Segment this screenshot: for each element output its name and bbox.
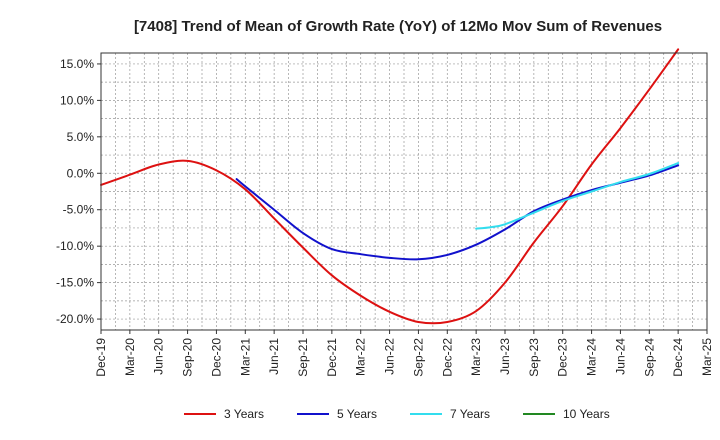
legend: 3 Years 5 Years 7 Years 10 Years bbox=[184, 407, 610, 421]
series-line-7-years bbox=[475, 162, 680, 230]
x-tick-label: Mar-24 bbox=[585, 338, 599, 376]
legend-label-7-years: 7 Years bbox=[450, 407, 490, 421]
x-tick-label: Dec-21 bbox=[325, 338, 339, 377]
x-tick-label: Mar-20 bbox=[123, 338, 137, 376]
legend-label-5-years: 5 Years bbox=[337, 407, 377, 421]
grid bbox=[100, 53, 708, 330]
legend-label-3-years: 3 Years bbox=[224, 407, 264, 421]
y-tick-label: 0.0% bbox=[67, 166, 95, 180]
x-axis: Dec-19 Mar-20 Jun-20 Sep-20 Dec-20 Mar-21 Jun-… bbox=[94, 330, 714, 377]
y-tick-label: 5.0% bbox=[67, 130, 95, 144]
x-tick-label: Dec-19 bbox=[94, 338, 108, 377]
series-lines bbox=[100, 48, 680, 325]
y-tick-label: -5.0% bbox=[63, 203, 95, 217]
x-tick-label: Mar-23 bbox=[469, 338, 483, 376]
legend-label-10-years: 10 Years bbox=[563, 407, 610, 421]
series-line-3-years bbox=[100, 48, 680, 325]
x-tick-label: Sep-24 bbox=[642, 338, 656, 377]
y-axis: 15.0% 10.0% 5.0% 0.0% -5.0% -10.0% -15.0% -20.0… bbox=[56, 57, 101, 326]
x-tick-label: Dec-20 bbox=[209, 338, 223, 377]
x-tick-label: Jun-23 bbox=[498, 338, 512, 375]
y-tick-label: -20.0% bbox=[56, 312, 94, 326]
y-tick-label: 15.0% bbox=[60, 57, 94, 71]
x-tick-label: Sep-21 bbox=[296, 338, 310, 377]
x-tick-label: Mar-25 bbox=[700, 338, 714, 376]
x-tick-label: Jun-24 bbox=[613, 338, 627, 375]
x-tick-label: Sep-22 bbox=[411, 338, 425, 377]
x-tick-label: Sep-23 bbox=[527, 338, 541, 377]
y-tick-label: -15.0% bbox=[56, 276, 94, 290]
x-tick-label: Dec-24 bbox=[671, 338, 685, 377]
x-tick-label: Jun-20 bbox=[152, 338, 166, 375]
chart-title: [7408] Trend of Mean of Growth Rate (YoY… bbox=[134, 18, 662, 35]
x-tick-label: Jun-22 bbox=[383, 338, 397, 375]
y-tick-label: 10.0% bbox=[60, 93, 94, 107]
x-tick-label: Sep-20 bbox=[181, 338, 195, 377]
x-tick-label: Mar-22 bbox=[354, 338, 368, 376]
x-tick-label: Mar-21 bbox=[238, 338, 252, 376]
x-tick-label: Dec-22 bbox=[440, 338, 454, 377]
plot-frame bbox=[100, 52, 708, 331]
x-tick-label: Dec-23 bbox=[556, 338, 570, 377]
y-tick-label: -10.0% bbox=[56, 239, 94, 253]
x-tick-label: Jun-21 bbox=[267, 338, 281, 375]
